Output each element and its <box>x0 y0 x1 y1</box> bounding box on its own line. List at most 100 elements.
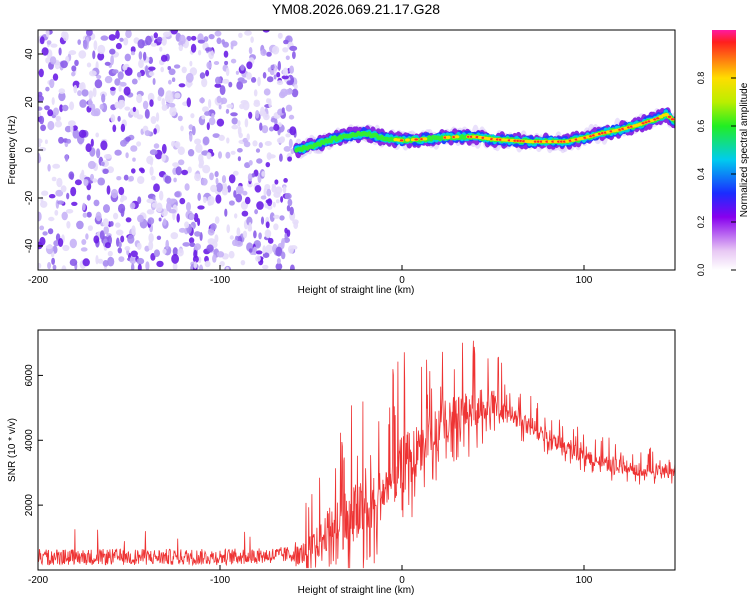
spectrogram-signal-track <box>292 107 675 159</box>
spectrogram-noise-cell <box>62 31 69 42</box>
spectrogram-noise-cell <box>38 147 47 152</box>
spectrogram-noise-cell <box>171 140 175 147</box>
spectrogram-noise-cell <box>202 106 209 113</box>
spectrogram-noise-cell <box>210 223 217 231</box>
spectrogram-noise-cell <box>137 196 142 204</box>
spectrogram-noise-cell <box>225 266 230 270</box>
x-tick-label: -200 <box>28 275 48 286</box>
y-tick-label: 6000 <box>24 364 35 387</box>
spectrogram-noise-cell <box>162 218 167 226</box>
spectrogram-noise-cell <box>66 221 71 229</box>
spectrogram-noise-cell <box>49 56 57 65</box>
spectrogram-noise-cell <box>153 249 160 257</box>
spectrogram-noise-cell <box>81 239 87 245</box>
spectrogram-noise-cell <box>284 227 288 234</box>
spectrogram-noise-cell <box>273 74 277 80</box>
spectrogram-noise-cell <box>118 203 126 214</box>
spectrogram-noise-cell <box>184 221 190 229</box>
spectrogram-noise-cell <box>260 106 265 116</box>
spectrogram-noise-cell <box>255 255 261 262</box>
spectrogram-noise-cell <box>157 87 165 97</box>
spectrogram-noise-cell <box>168 79 172 85</box>
spectrogram-noise-cell <box>147 209 153 215</box>
spectrogram-noise-cell <box>147 92 155 102</box>
spectrogram-noise-cell <box>216 95 222 104</box>
spectrogram-noise-cell <box>224 208 228 217</box>
spectrogram-noise-cell <box>164 175 172 184</box>
spectrogram-noise-cell <box>129 256 137 265</box>
spectrogram-noise-cell <box>265 230 271 238</box>
spectrogram-noise-cell <box>174 92 181 99</box>
spectrogram-noise-cell <box>47 164 51 172</box>
spectrogram-noise-cell <box>206 152 212 160</box>
spectrogram-noise-cell <box>262 72 267 79</box>
spectrogram-noise-cell <box>120 123 126 133</box>
spectrogram-noise-cell <box>78 129 87 138</box>
spectrogram-noise-cell <box>116 176 122 181</box>
spectrogram-noise-cell <box>38 142 42 148</box>
spectrogram-noise-cell <box>205 47 213 52</box>
spectrogram-noise-cell <box>192 255 199 263</box>
spectrogram-noise-cell <box>95 211 102 222</box>
spectrogram-noise-cell <box>38 106 43 111</box>
spectrogram-noise-cell <box>110 114 116 123</box>
spectrogram-noise-cell <box>58 91 66 102</box>
spectrogram-noise-cell <box>117 71 124 80</box>
spectrogram-noise-cell <box>129 202 136 210</box>
spectrogram-noise-cell <box>66 192 70 200</box>
spectrogram-noise-cell <box>52 264 57 270</box>
spectrogram-noise-cell <box>82 258 90 267</box>
spectrogram-noise-cell <box>255 110 260 119</box>
spectrogram-noise-cell <box>198 49 202 56</box>
spectrogram-noise-cell <box>248 160 253 166</box>
spectrogram-noise-cell <box>80 247 88 252</box>
spectrogram-noise-cell <box>65 154 69 162</box>
spectrogram-noise-cell <box>274 179 279 185</box>
spectrogram-noise-cell <box>215 76 222 85</box>
spectrogram-noise-cell <box>257 76 261 87</box>
spectrogram-noise-cell <box>115 42 122 50</box>
spectrogram-noise-cell <box>130 46 136 53</box>
spectrogram-noise-cell <box>212 254 217 263</box>
spectrogram-noise-cell <box>179 197 186 205</box>
spectrogram-noise-cell <box>38 68 44 78</box>
spectrogram-noise-cell <box>81 89 89 97</box>
spectrogram-noise-cell <box>119 197 124 203</box>
spectrogram-noise-cell <box>114 149 122 156</box>
spectrogram-noise-cell <box>253 101 261 107</box>
snr-x-axis: -200 -100 0 100 <box>28 565 593 586</box>
spectrogram-x-label: Height of straight line (km) <box>298 285 415 296</box>
y-tick-label: 40 <box>24 48 35 60</box>
spectrogram-noise-cell <box>272 45 280 55</box>
spectrogram-noise-cell <box>279 153 283 162</box>
spectrogram-noise-cell <box>207 200 212 206</box>
spectrogram-noise-cell <box>46 40 52 45</box>
spectrogram-noise-cell <box>82 212 88 218</box>
snr-plot-frame <box>37 329 676 571</box>
spectrogram-noise-cell <box>197 218 201 226</box>
spectrogram-noise-cell <box>158 217 162 222</box>
spectrogram-noise-cell <box>254 209 258 215</box>
spectrogram-noise-cell <box>115 229 124 236</box>
spectrogram-noise-cell <box>289 45 298 52</box>
spectrogram-noise-cell <box>286 80 294 86</box>
spectrogram-noise-cell <box>266 98 270 104</box>
spectrogram-x-axis: -200 -100 0 100 <box>28 265 593 286</box>
spectrogram-noise-cell <box>230 112 238 117</box>
spectrogram-noise-cell <box>112 69 119 74</box>
spectrogram-noise-cell <box>131 263 135 270</box>
spectrogram-noise-cell <box>150 116 157 124</box>
spectrogram-noise-cell <box>275 246 283 257</box>
y-tick-label: 0 <box>24 147 35 153</box>
spectrogram-noise-cell <box>71 201 78 206</box>
spectrogram-noise-cell <box>206 122 210 131</box>
spectrogram-noise-cell <box>58 88 66 94</box>
spectrogram-noise-cell <box>119 99 126 108</box>
spectrogram-noise-cell <box>118 256 125 262</box>
spectrogram-noise-cell <box>47 120 55 131</box>
spectrogram-noise-cell <box>204 260 211 268</box>
spectrogram-noise-cell <box>283 39 289 45</box>
spectrogram-noise-cell <box>54 120 63 128</box>
spectrogram-track-peak <box>667 115 672 118</box>
